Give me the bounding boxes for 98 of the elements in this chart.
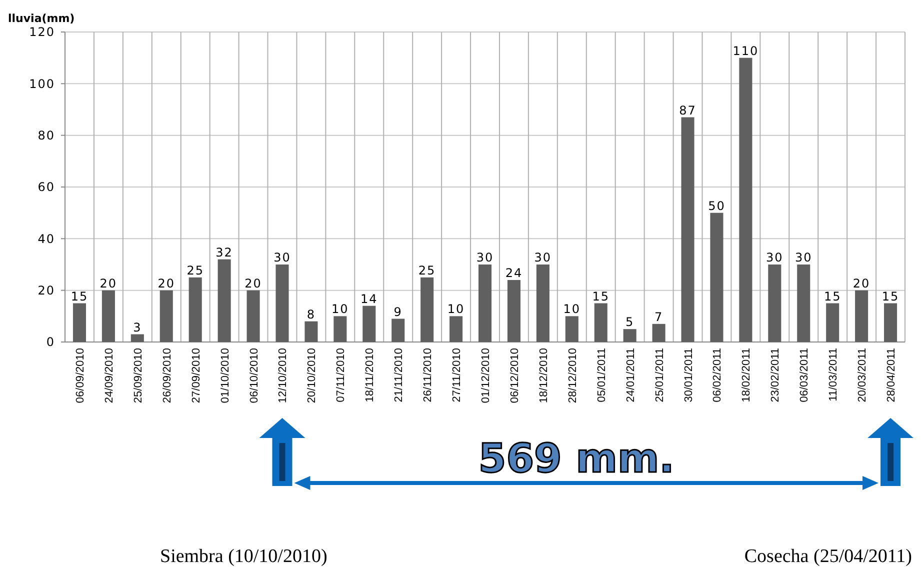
bar — [536, 264, 550, 342]
x-tick-label: 06/02/2011 — [712, 348, 724, 402]
x-tick-label: 12/10/2010 — [277, 348, 290, 404]
x-tick-label: 28/12/2010 — [566, 348, 579, 404]
x-tick-label: 24/01/2011 — [624, 348, 637, 402]
bar — [710, 212, 724, 342]
bar — [246, 290, 260, 342]
data-label: 20 — [244, 276, 262, 290]
text: 569 mm. — [478, 436, 674, 482]
y-tick-label: 20 — [38, 284, 55, 298]
bar — [681, 117, 694, 342]
bar — [565, 316, 578, 342]
bar — [420, 277, 434, 342]
y-axis-title: lluvia(mm) — [8, 12, 75, 25]
bar — [188, 277, 202, 342]
bar — [102, 290, 115, 342]
data-label: 9 — [394, 304, 402, 319]
y-tick-label: 100 — [29, 76, 55, 91]
y-tick-label: 120 — [29, 25, 55, 40]
x-tick-label: 23/02/2011 — [770, 348, 782, 402]
data-label: 7 — [654, 310, 664, 324]
x-tick-label: 28/04/2011 — [886, 348, 898, 402]
data-label: 87 — [679, 103, 696, 118]
text: Siembra (10/10/2010) — [160, 546, 328, 567]
x-tick-label: 18/02/2011 — [740, 348, 753, 402]
x-tick-label: 11/03/2011 — [828, 348, 840, 402]
bar — [276, 264, 289, 342]
bar — [130, 334, 144, 342]
data-label: 8 — [306, 307, 316, 322]
x-tick-label: 18/11/2010 — [364, 348, 376, 402]
y-tick-label: 60 — [38, 180, 55, 194]
bar — [507, 280, 520, 342]
data-label: 25 — [418, 263, 436, 278]
data-label: 50 — [708, 198, 726, 213]
x-tick-label: 21/11/2010 — [393, 348, 406, 402]
data-label: 15 — [824, 289, 842, 304]
bar — [797, 264, 810, 342]
x-tick-label: 27/11/2010 — [451, 348, 464, 402]
bar — [334, 316, 347, 342]
bar — [826, 303, 840, 342]
bar — [623, 329, 636, 342]
bar — [304, 321, 318, 342]
data-label: 14 — [360, 292, 378, 306]
x-tick-label: 26/09/2010 — [161, 348, 174, 404]
x-tick-label: 25/01/2011 — [654, 348, 666, 402]
bar — [739, 58, 752, 342]
data-label: 10 — [563, 302, 581, 316]
x-tick-label: 30/01/2011 — [682, 348, 695, 402]
data-label: 10 — [332, 302, 349, 316]
x-tick-label: 01/10/2010 — [219, 348, 232, 404]
data-label: 20 — [100, 276, 118, 290]
data-label: 30 — [766, 250, 784, 264]
x-tick-label: 01/12/2010 — [480, 348, 492, 404]
x-tick-label: 18/12/2010 — [538, 348, 550, 404]
data-label: 30 — [794, 250, 812, 264]
y-tick-label: 80 — [38, 128, 55, 143]
data-label: 30 — [534, 250, 552, 264]
data-label: 20 — [852, 276, 870, 290]
x-tick-label: 05/01/2011 — [596, 348, 608, 402]
x-tick-label: 06/09/2010 — [74, 348, 86, 404]
x-tick-label: 26/11/2010 — [422, 348, 434, 402]
bar — [478, 264, 492, 342]
bar — [392, 318, 405, 342]
y-tick-label: 0 — [46, 335, 55, 350]
data-label: 5 — [626, 315, 634, 330]
bar — [768, 264, 782, 342]
x-tick-label: 20/10/2010 — [306, 348, 318, 404]
x-tick-label: 25/09/2010 — [132, 348, 144, 404]
data-label: 32 — [216, 245, 233, 260]
bar — [594, 303, 608, 342]
bar — [450, 316, 463, 342]
x-tick-label: 06/03/2011 — [798, 348, 811, 402]
data-label: 24 — [505, 266, 523, 280]
x-tick-label: 27/09/2010 — [190, 348, 202, 404]
bar — [72, 303, 86, 342]
data-label: 30 — [274, 250, 291, 264]
x-tick-label: 07/11/2010 — [335, 348, 348, 402]
data-label: 3 — [133, 320, 142, 334]
bar — [884, 303, 898, 342]
y-tick-label: 40 — [38, 232, 55, 246]
data-label: 20 — [158, 276, 176, 290]
bar — [160, 290, 173, 342]
x-tick-label: 24/09/2010 — [103, 348, 116, 404]
x-tick-label: 20/03/2011 — [856, 348, 869, 402]
data-label: 30 — [476, 250, 494, 264]
x-tick-label: 06/12/2010 — [508, 348, 521, 404]
bar — [362, 306, 376, 342]
bar — [218, 259, 231, 342]
data-label: 15 — [592, 289, 610, 304]
x-tick-label: 06/10/2010 — [248, 348, 260, 404]
data-label: 15 — [70, 289, 88, 304]
data-label: 15 — [882, 289, 900, 304]
bar — [855, 290, 868, 342]
data-label: 110 — [732, 44, 759, 58]
data-label: 25 — [186, 263, 204, 278]
data-label: 10 — [447, 302, 465, 316]
text: Cosecha (25/04/2011) — [744, 546, 912, 567]
bar — [652, 324, 666, 342]
